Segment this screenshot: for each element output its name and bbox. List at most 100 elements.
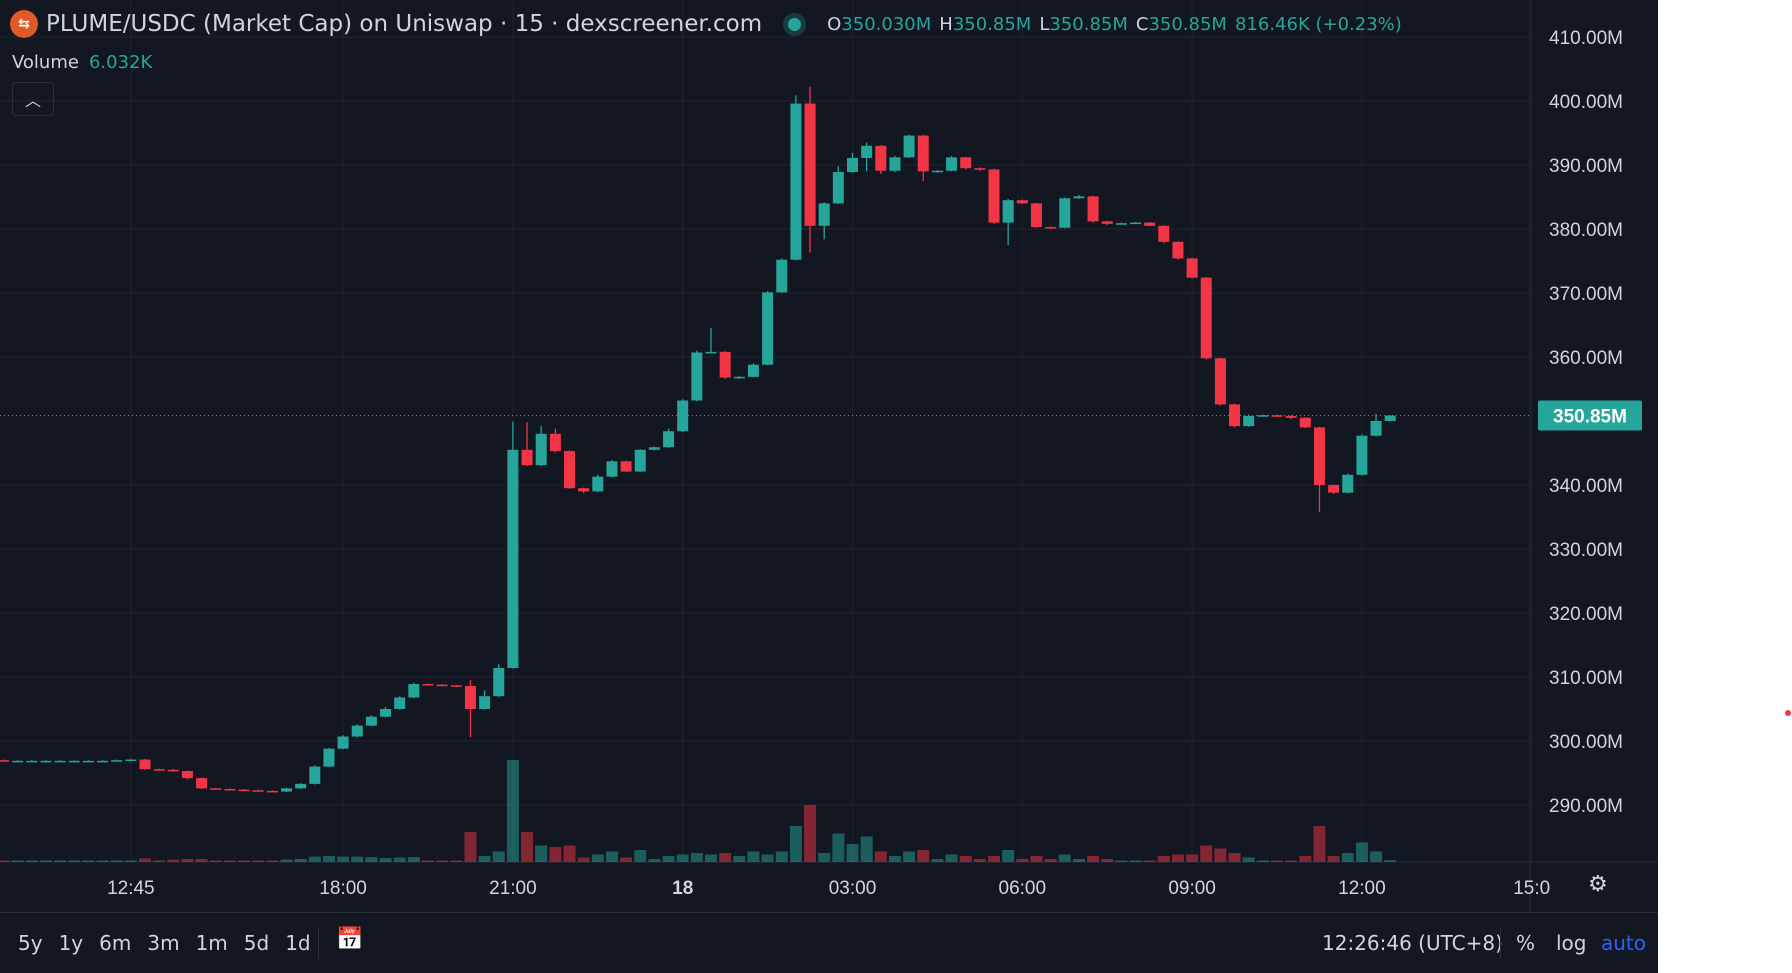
range-1y-button[interactable]: 1y — [58, 931, 84, 955]
last-price-badge — [1538, 400, 1642, 431]
volume-bar — [676, 854, 689, 862]
volume-bar — [917, 850, 930, 862]
candle-body — [1158, 225, 1170, 242]
range-5y-button[interactable]: 5y — [18, 931, 43, 955]
candle-body — [111, 760, 123, 762]
candle-body — [1059, 198, 1071, 228]
volume-bar — [124, 860, 137, 862]
x-tick-label: 15:0 — [1513, 878, 1550, 899]
volume-bar — [1228, 853, 1241, 862]
candle-body — [1285, 415, 1297, 418]
x-tick-label: 03:00 — [829, 878, 877, 899]
candle-body — [1342, 474, 1354, 493]
volume-bar — [1271, 860, 1283, 862]
candle-body — [125, 759, 137, 762]
chevron-up-icon: ︿ — [24, 91, 41, 110]
volume-bar — [139, 858, 151, 862]
candle-body — [1045, 227, 1057, 229]
volume-bar — [888, 856, 901, 862]
y-tick-label: 320.00M — [1549, 604, 1623, 625]
candle-body — [903, 135, 915, 158]
log-scale-button[interactable]: log — [1556, 931, 1587, 955]
volume-bar — [662, 856, 675, 862]
collapse-legend-button[interactable]: ︿ — [12, 82, 54, 116]
range-1m-button[interactable]: 1m — [195, 931, 228, 955]
candle-body — [606, 461, 618, 477]
volume-bar — [82, 860, 95, 862]
candle-body — [1229, 404, 1241, 427]
candle-body — [323, 748, 335, 767]
volume-bar — [973, 859, 986, 862]
volume-bar — [294, 859, 307, 862]
candle-body — [380, 709, 392, 717]
candle-body — [54, 760, 66, 763]
candle-body — [0, 760, 9, 762]
volume-bar — [690, 853, 703, 862]
candle-body — [875, 145, 887, 171]
y-tick-label: 300.00M — [1549, 732, 1623, 753]
candle-body — [40, 760, 52, 763]
volume-bar — [422, 860, 434, 862]
candle-body — [1101, 221, 1113, 224]
range-1d-button[interactable]: 1d — [285, 931, 311, 955]
candle-body — [889, 157, 901, 171]
volume-bar — [747, 851, 760, 862]
volume-value: 6.032K — [88, 52, 153, 73]
volume-bar — [1171, 854, 1184, 862]
calendar-goto-icon[interactable]: 📅 — [336, 927, 364, 952]
volume-bar — [1313, 826, 1326, 862]
volume-bar — [804, 805, 817, 862]
candle-body — [1313, 427, 1325, 485]
candle-body — [1073, 196, 1085, 199]
volume-bar — [167, 859, 180, 862]
candle-body — [97, 760, 109, 763]
candle-body — [436, 684, 448, 687]
volume-bar — [563, 845, 576, 862]
volume-bar — [959, 856, 972, 862]
candlestick-chart[interactable]: 410.00M 400.00M 390.00M 380.00M 370.00M 360.0… — [0, 0, 1658, 912]
range-6m-button[interactable]: 6m — [99, 931, 132, 955]
volume-bar — [1384, 860, 1397, 862]
volume-bar — [280, 859, 293, 862]
chart-panel[interactable]: 410.00M 400.00M 390.00M 380.00M 370.00M 360.0… — [0, 0, 1658, 973]
volume-bar — [379, 858, 392, 862]
candle-body — [747, 364, 759, 377]
candle-body — [974, 168, 986, 170]
volume-bar — [1299, 856, 1312, 862]
volume-bar — [1256, 860, 1269, 862]
candle-body — [82, 760, 94, 763]
gear-icon[interactable]: ⚙ — [1588, 872, 1608, 897]
candle-body — [196, 778, 208, 789]
open-value: 350.030M — [841, 13, 932, 35]
range-5d-button[interactable]: 5d — [243, 931, 270, 955]
y-tick-label: 290.00M — [1549, 796, 1623, 817]
volume-bar — [591, 854, 604, 862]
volume-bar — [1129, 860, 1142, 862]
volume-bar — [1101, 859, 1114, 862]
volume-bar — [365, 857, 378, 862]
open-label: O — [827, 13, 842, 35]
candle-body — [578, 488, 590, 492]
volume-bar — [903, 851, 916, 862]
range-3m-button[interactable]: 3m — [147, 931, 180, 955]
x-tick-label: 12:00 — [1338, 878, 1386, 899]
percent-scale-button[interactable]: % — [1516, 931, 1536, 955]
candle-body — [507, 449, 519, 669]
volume-bar — [1072, 859, 1085, 862]
candle-body — [281, 788, 292, 792]
candle-body — [620, 461, 632, 472]
volume-bar — [0, 860, 10, 862]
y-tick-label: 340.00M — [1549, 476, 1623, 497]
x-tick-label: 18:00 — [319, 878, 367, 899]
volume-bar — [351, 856, 364, 862]
candle-body — [1200, 277, 1212, 359]
volume-bar — [1044, 859, 1057, 862]
auto-scale-button[interactable]: auto — [1601, 931, 1647, 955]
candle-body — [181, 771, 193, 779]
candle-body — [818, 203, 830, 226]
y-tick-label: 380.00M — [1549, 220, 1623, 241]
volume-bar — [1157, 856, 1170, 862]
volume-bar — [1355, 842, 1368, 862]
volume-bar — [39, 860, 52, 862]
candle-body — [351, 725, 363, 737]
